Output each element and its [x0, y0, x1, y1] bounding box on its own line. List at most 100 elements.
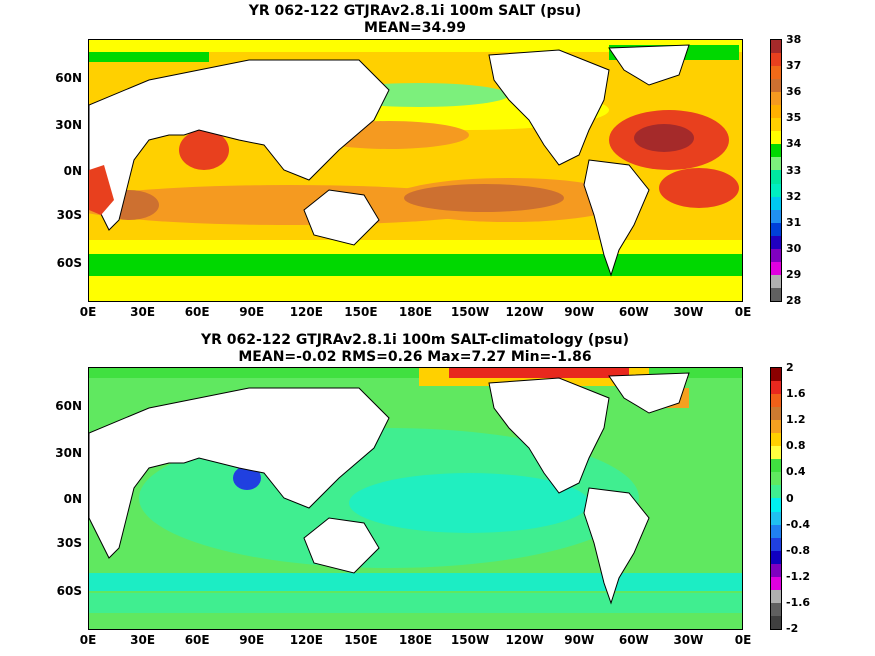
colorbar-tick-label: 35 [786, 111, 802, 125]
colorbar-tick-label: -1.6 [786, 595, 811, 609]
x-tick-label: 180E [398, 633, 433, 647]
colorbar-tick-label: 0.8 [786, 439, 806, 453]
x-tick-label: 0E [734, 633, 752, 647]
colorbar-tick-label: 1.2 [786, 413, 806, 427]
colorbar-tick-label: -0.8 [786, 543, 811, 557]
x-tick-label: 90W [564, 633, 595, 647]
colorbar-swatch [771, 248, 781, 262]
panel2-title-line1: YR 062-122 GTJRAv2.8.1i 100m SALT-climat… [200, 332, 629, 348]
y-tick-label: 0N [63, 492, 82, 506]
colorbar-tick-label: 30 [786, 241, 802, 255]
colorbar-swatch [771, 394, 781, 408]
colorbar-swatch [771, 485, 781, 499]
x-tick-label: 0E [734, 305, 752, 319]
x-tick-label: 90E [239, 633, 265, 647]
y-tick-label: 60N [55, 399, 82, 413]
colorbar-swatch [771, 118, 781, 132]
panel1-colorbar [770, 39, 782, 302]
x-tick-label: 60W [618, 305, 649, 319]
colorbar-swatch [771, 563, 781, 577]
y-tick-label: 60N [55, 71, 82, 85]
colorbar-tick-label: 36 [786, 85, 802, 99]
x-tick-label: 120E [289, 305, 323, 319]
x-tick-label: 150E [344, 305, 378, 319]
x-tick-label: 90W [564, 305, 595, 319]
panel1-title-line1: YR 062-122 GTJRAv2.8.1i 100m SALT (psu) [248, 3, 582, 19]
colorbar-swatch [771, 433, 781, 447]
y-tick-label: 60S [56, 256, 82, 270]
colorbar-swatch [771, 498, 781, 512]
colorbar-swatch [771, 66, 781, 80]
colorbar-swatch [771, 550, 781, 564]
panel1-title-line2: MEAN=34.99 [363, 20, 467, 36]
colorbar-tick-label: 0 [786, 491, 794, 505]
colorbar-swatch [771, 589, 781, 603]
colorbar-tick-label: 29 [786, 267, 802, 281]
x-tick-label: 30W [673, 305, 704, 319]
x-tick-label: 180E [398, 305, 433, 319]
colorbar-tick-label: 33 [786, 163, 802, 177]
panel2-title-line2: MEAN=-0.02 RMS=0.26 Max=7.27 Min=-1.86 [238, 349, 592, 365]
y-tick-label: 30S [56, 536, 82, 550]
colorbar-swatch [771, 183, 781, 197]
colorbar-swatch [771, 287, 781, 301]
colorbar-swatch [771, 196, 781, 210]
colorbar-swatch [771, 368, 781, 382]
colorbar-swatch [771, 261, 781, 275]
colorbar-swatch [771, 92, 781, 106]
colorbar-swatch [771, 79, 781, 93]
panel2-colorbar [770, 367, 782, 630]
colorbar-tick-label: 32 [786, 189, 802, 203]
x-tick-label: 120E [289, 633, 323, 647]
colorbar-swatch [771, 602, 781, 616]
x-tick-label: 120W [505, 305, 544, 319]
colorbar-swatch [771, 381, 781, 395]
x-tick-label: 60W [618, 633, 649, 647]
colorbar-swatch [771, 459, 781, 473]
colorbar-swatch [771, 576, 781, 590]
panel2-map [88, 367, 743, 630]
colorbar-swatch [771, 274, 781, 288]
colorbar-tick-label: -0.4 [786, 517, 811, 531]
x-tick-label: 0E [79, 633, 97, 647]
x-tick-label: 0E [79, 305, 97, 319]
colorbar-tick-label: 1.6 [786, 387, 806, 401]
x-tick-label: 90E [239, 305, 265, 319]
colorbar-tick-label: 34 [786, 137, 802, 151]
y-tick-label: 0N [63, 164, 82, 178]
x-tick-label: 30E [130, 633, 156, 647]
x-tick-label: 60E [184, 633, 210, 647]
colorbar-tick-label: -1.2 [786, 569, 811, 583]
x-tick-label: 150E [344, 633, 378, 647]
colorbar-swatch [771, 235, 781, 249]
colorbar-swatch [771, 209, 781, 223]
colorbar-swatch [771, 170, 781, 184]
colorbar-tick-label: -2 [786, 622, 799, 635]
colorbar-tick-label: 0.4 [786, 465, 806, 479]
colorbar-swatch [771, 615, 781, 629]
x-tick-label: 150W [450, 305, 490, 319]
colorbar-swatch [771, 472, 781, 486]
colorbar-tick-label: 2 [786, 361, 794, 374]
colorbar-swatch [771, 40, 781, 54]
y-tick-label: 30S [56, 208, 82, 222]
colorbar-swatch [771, 222, 781, 236]
panel1-map [88, 39, 743, 302]
colorbar-swatch [771, 420, 781, 434]
x-tick-label: 60E [184, 305, 210, 319]
colorbar-swatch [771, 105, 781, 119]
y-tick-label: 30N [55, 446, 82, 460]
colorbar-tick-label: 38 [786, 33, 802, 46]
colorbar-swatch [771, 157, 781, 171]
colorbar-swatch [771, 407, 781, 421]
y-tick-label: 60S [56, 584, 82, 598]
x-tick-label: 30E [130, 305, 156, 319]
colorbar-swatch [771, 537, 781, 551]
colorbar-swatch [771, 53, 781, 67]
colorbar-swatch [771, 144, 781, 158]
colorbar-swatch [771, 131, 781, 145]
colorbar-swatch [771, 446, 781, 460]
colorbar-tick-label: 37 [786, 59, 802, 73]
x-tick-label: 150W [450, 633, 490, 647]
y-tick-label: 30N [55, 118, 82, 132]
